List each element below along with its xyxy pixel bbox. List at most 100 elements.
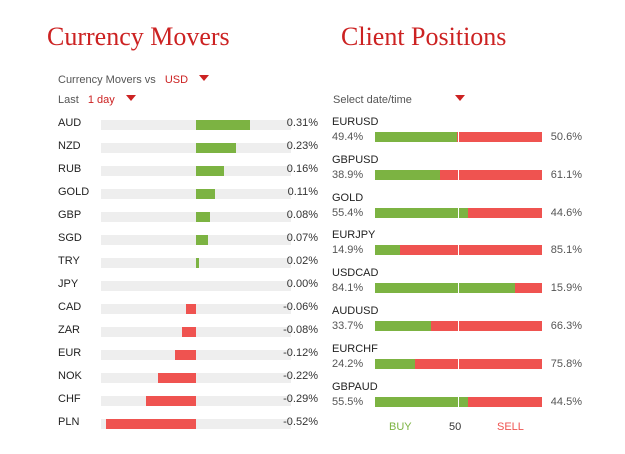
- position-sell-percent: 50.6%: [550, 131, 582, 143]
- mover-bar-track: [101, 212, 291, 222]
- currency-vs-value: USD: [164, 74, 189, 86]
- mover-row: JPY 0.00%: [58, 276, 318, 294]
- mover-currency-code: CHF: [58, 393, 81, 405]
- chevron-down-icon[interactable]: [199, 75, 210, 82]
- position-buy-percent: 14.9%: [332, 244, 364, 256]
- position-row: EURUSD 49.4% 50.6%: [332, 116, 582, 146]
- position-sell-fill: [399, 245, 542, 255]
- mover-row: GOLD 0.11%: [58, 184, 318, 202]
- mover-bar-track: [101, 281, 291, 291]
- position-buy-fill: [375, 170, 440, 180]
- mover-currency-code: GOLD: [58, 186, 90, 198]
- position-pair: GBPUSD: [332, 154, 379, 166]
- mover-row: TRY 0.02%: [58, 253, 318, 271]
- mover-bar-track: [101, 235, 291, 245]
- position-center-line: [458, 170, 459, 180]
- mover-currency-code: AUD: [58, 117, 82, 129]
- mover-bar-fill: [196, 258, 200, 268]
- position-pair: GBPAUD: [332, 381, 378, 393]
- mover-currency-code: JPY: [58, 278, 79, 290]
- client-positions-title: Client Positions: [341, 22, 507, 51]
- position-buy-fill: [375, 245, 400, 255]
- position-pair: AUDUSD: [332, 305, 379, 317]
- position-bar: [375, 170, 542, 180]
- position-buy-percent: 55.5%: [332, 396, 364, 408]
- mover-currency-code: TRY: [58, 255, 80, 267]
- position-sell-percent: 85.1%: [550, 244, 582, 256]
- position-center-line: [458, 208, 459, 218]
- mover-percent: 0.31%: [286, 117, 318, 129]
- position-buy-fill: [375, 132, 458, 142]
- mover-bar-track: [101, 120, 291, 130]
- position-pair: EURCHF: [332, 343, 378, 355]
- position-row: GBPAUD 55.5% 44.5%: [332, 381, 582, 411]
- mover-percent: -0.08%: [283, 324, 318, 336]
- mover-row: EUR -0.12%: [58, 345, 318, 363]
- date-time-selector[interactable]: Select date/time: [333, 94, 465, 106]
- mover-bar-track: [101, 327, 291, 337]
- position-bar: [375, 245, 542, 255]
- mover-bar-fill: [145, 396, 196, 406]
- position-bar: [375, 132, 542, 142]
- position-sell-fill: [467, 208, 542, 218]
- mover-row: ZAR -0.08%: [58, 322, 318, 340]
- mover-currency-code: EUR: [58, 347, 82, 359]
- mover-row: AUD 0.31%: [58, 115, 318, 133]
- period-selector[interactable]: Last 1 day: [58, 94, 136, 106]
- mover-row: RUB 0.16%: [58, 161, 318, 179]
- mover-row: SGD 0.07%: [58, 230, 318, 248]
- position-buy-percent: 49.4%: [332, 131, 364, 143]
- mover-percent: 0.00%: [286, 278, 318, 290]
- position-pair: GOLD: [332, 192, 364, 204]
- position-row: GOLD 55.4% 44.6%: [332, 192, 582, 222]
- mover-percent: 0.11%: [287, 186, 318, 198]
- position-bar: [375, 397, 542, 407]
- position-sell-percent: 44.6%: [550, 207, 582, 219]
- position-sell-fill: [431, 321, 542, 331]
- mover-bar-fill: [196, 143, 236, 153]
- period-value: 1 day: [87, 94, 115, 106]
- position-row: AUDUSD 33.7% 66.3%: [332, 305, 582, 335]
- position-sell-percent: 15.9%: [550, 282, 582, 294]
- position-sell-fill: [515, 283, 542, 293]
- position-buy-percent: 33.7%: [332, 320, 364, 332]
- mover-percent: -0.29%: [283, 393, 318, 405]
- chevron-down-icon[interactable]: [454, 95, 465, 102]
- mover-percent: -0.06%: [283, 301, 318, 313]
- mover-row: CAD -0.06%: [58, 299, 318, 317]
- position-sell-percent: 44.5%: [550, 396, 582, 408]
- mover-currency-code: NOK: [58, 370, 82, 382]
- mover-bar-track: [101, 373, 291, 383]
- position-pair: EURJPY: [332, 229, 376, 241]
- mover-row: PLN -0.52%: [58, 414, 318, 432]
- mover-currency-code: SGD: [58, 232, 82, 244]
- mover-percent: -0.22%: [283, 370, 318, 382]
- mover-percent: 0.08%: [286, 209, 318, 221]
- position-bar: [375, 283, 542, 293]
- mover-percent: 0.02%: [286, 255, 318, 267]
- currency-vs-selector[interactable]: Currency Movers vs USD: [58, 74, 210, 86]
- mover-bar-fill: [196, 166, 224, 176]
- position-buy-fill: [375, 397, 468, 407]
- position-buy-fill: [375, 208, 468, 218]
- mover-percent: 0.07%: [286, 232, 318, 244]
- mover-bar-fill: [196, 212, 210, 222]
- currency-vs-label: Currency Movers vs: [58, 74, 156, 86]
- position-sell-percent: 61.1%: [550, 169, 582, 181]
- position-sell-fill: [467, 397, 542, 407]
- position-center-line: [458, 321, 459, 331]
- mover-bar-fill: [196, 235, 209, 245]
- position-row: GBPUSD 38.9% 61.1%: [332, 154, 582, 184]
- mover-bar-track: [101, 419, 291, 429]
- position-bar: [375, 359, 542, 369]
- position-bar: [375, 208, 542, 218]
- position-bar: [375, 321, 542, 331]
- mover-bar-fill: [158, 373, 196, 383]
- mover-currency-code: NZD: [58, 140, 81, 152]
- mover-currency-code: PLN: [58, 416, 80, 428]
- position-buy-fill: [375, 321, 432, 331]
- mover-bar-track: [101, 304, 291, 314]
- chevron-down-icon[interactable]: [125, 95, 136, 102]
- position-center-line: [458, 283, 459, 293]
- legend-sell: SELL: [497, 421, 524, 433]
